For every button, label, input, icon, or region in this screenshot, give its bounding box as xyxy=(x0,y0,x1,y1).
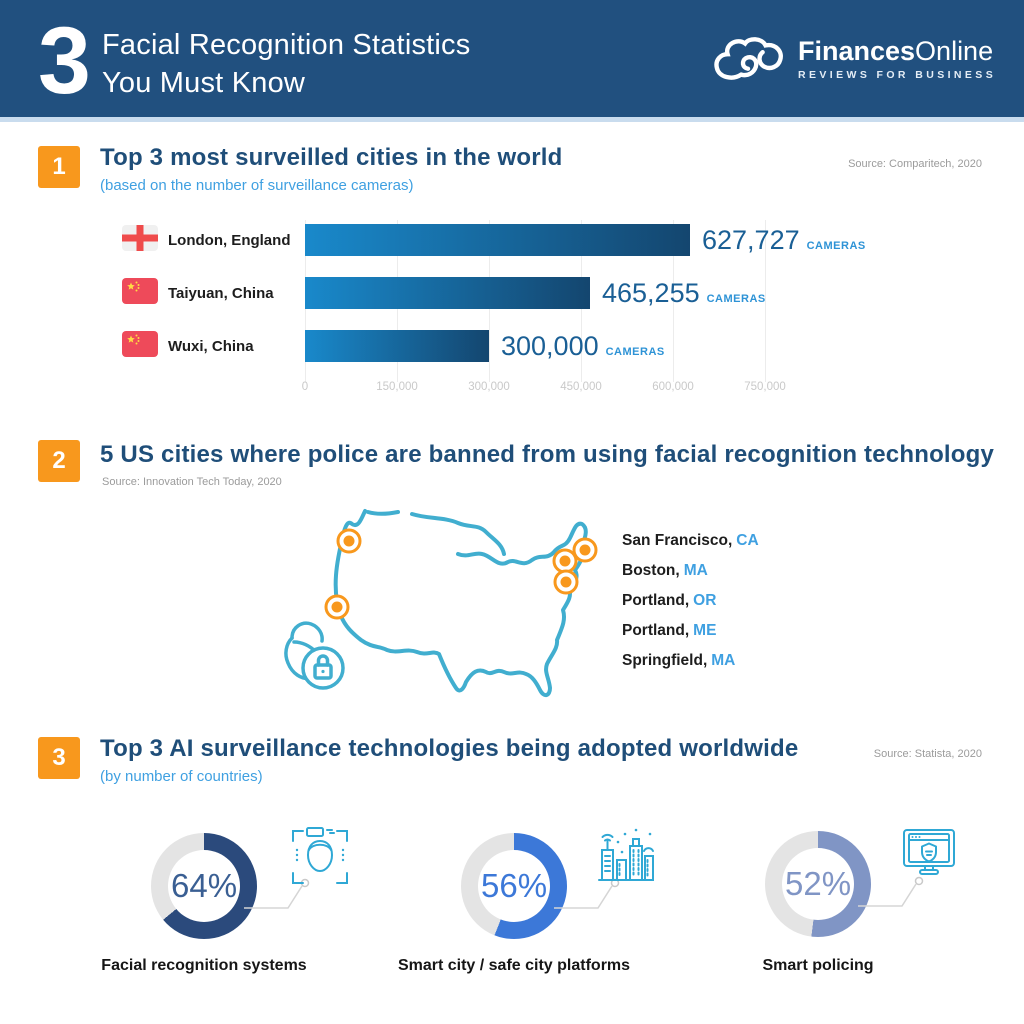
donut-label: Facial recognition systems xyxy=(101,957,307,974)
bar-value: 300,000 CAMERAS xyxy=(501,331,665,362)
section1-source: Source: Comparitech, 2020 xyxy=(848,158,982,170)
bar-value-number: 627,727 xyxy=(702,224,800,255)
section1-subtitle: (based on the number of surveillance cam… xyxy=(100,177,414,194)
brand-name: FinancesOnline xyxy=(798,36,996,66)
donut-chart-smart-policing: 52% xyxy=(765,831,871,937)
city-name: Portland, xyxy=(622,592,690,609)
city-state: OR xyxy=(693,592,717,609)
bar xyxy=(305,330,489,362)
face-privacy-lock-icon xyxy=(284,621,345,690)
city-name: Portland, xyxy=(622,622,690,639)
donut-label: Smart policing xyxy=(762,957,874,974)
list-item: San Francisco, CA xyxy=(622,532,759,562)
x-axis-tick: 300,000 xyxy=(468,381,510,393)
map-marker-portland-or xyxy=(336,528,362,554)
donut-label: Smart city / safe city platforms xyxy=(397,957,631,974)
list-item: Boston, MA xyxy=(622,562,759,592)
map-marker-portland-me xyxy=(572,537,598,563)
donut-percentage: 64% xyxy=(170,867,238,904)
section3-number-badge: 3 xyxy=(38,737,80,779)
page-title-line1: Facial Recognition Statistics xyxy=(102,29,471,61)
bar-value: 627,727 CAMERAS xyxy=(702,225,866,256)
smart-city-icon xyxy=(598,828,654,881)
donut-chart-facial-recognition: 64% xyxy=(151,833,257,939)
us-map-outline xyxy=(284,509,598,697)
bar xyxy=(305,277,590,309)
brand-name-light: Online xyxy=(915,36,994,66)
section2-number-badge: 2 xyxy=(38,440,80,482)
china-flag xyxy=(122,330,158,362)
list-item: Springfield, MA xyxy=(622,652,759,682)
city-name: Springfield, xyxy=(622,652,708,669)
bar-value-number: 465,255 xyxy=(602,277,700,308)
face-scan-icon xyxy=(292,827,348,884)
england-flag xyxy=(122,224,158,256)
page-title-line2: You Must Know xyxy=(102,67,306,99)
x-axis-tick: 450,000 xyxy=(560,381,602,393)
brand-logo: FinancesOnline REVIEWS FOR BUSINESS xyxy=(712,36,996,89)
x-axis-tick: 150,000 xyxy=(376,381,418,393)
section3-title: Top 3 AI surveillance technologies being… xyxy=(100,735,799,762)
city-state: MA xyxy=(711,652,736,669)
city-state: CA xyxy=(736,532,759,549)
brand-tagline: REVIEWS FOR BUSINESS xyxy=(798,69,997,81)
connector-line xyxy=(858,876,924,907)
city-state: ME xyxy=(693,622,717,639)
bar-category-label: Taiyuan, China xyxy=(168,284,274,302)
section3-source: Source: Statista, 2020 xyxy=(873,748,982,760)
smart-policing-icon xyxy=(903,829,955,875)
banned-cities-list: San Francisco, CA Boston, MA Portland, OR P… xyxy=(622,532,759,682)
bar-value-unit: CAMERAS xyxy=(605,345,665,358)
map-marker-boston xyxy=(552,548,578,574)
section1-title: Top 3 most surveilled cities in the worl… xyxy=(100,144,563,171)
china-flag xyxy=(122,277,158,309)
bar-value-unit: CAMERAS xyxy=(706,292,766,305)
bar-row: Taiyuan, China 465,255 CAMERAS xyxy=(122,277,766,309)
header-banner: 3 Facial Recognition Statistics You Must… xyxy=(0,0,1024,122)
bar-value-number: 300,000 xyxy=(501,330,599,361)
brand-text: FinancesOnline REVIEWS FOR BUSINESS xyxy=(798,36,996,81)
x-axis-tick: 750,000 xyxy=(744,381,786,393)
bar xyxy=(305,224,690,256)
list-item: Portland, OR xyxy=(622,592,759,622)
city-state: MA xyxy=(683,562,708,579)
bar-value: 465,255 CAMERAS xyxy=(602,278,766,309)
page-title: Facial Recognition Statistics You Must K… xyxy=(102,26,470,102)
donut-percentage: 52% xyxy=(784,865,852,902)
header-big-number: 3 xyxy=(38,8,91,114)
section2-title: 5 US cities where police are banned from… xyxy=(100,441,995,468)
bar-row: London, England 627,727 CAMERAS xyxy=(122,224,866,256)
cloud-logo-icon xyxy=(712,36,786,89)
city-name: Boston, xyxy=(622,562,680,579)
x-axis-tick: 0 xyxy=(301,381,309,393)
list-item: Portland, ME xyxy=(622,622,759,652)
donut-percentage: 56% xyxy=(480,867,548,904)
map-marker-san-francisco xyxy=(324,594,350,620)
bar-value-unit: CAMERAS xyxy=(806,239,866,252)
city-name: San Francisco, xyxy=(622,532,733,549)
x-axis-tick: 600,000 xyxy=(652,381,694,393)
bar-category-label: London, England xyxy=(168,231,291,249)
section1-number-badge: 1 xyxy=(38,146,80,188)
donut-chart-smart-city: 56% xyxy=(461,833,567,939)
map-marker-springfield xyxy=(553,569,579,595)
bar-category-label: Wuxi, China xyxy=(168,337,254,355)
section3-subtitle: (by number of countries) xyxy=(100,768,263,785)
bar-row: Wuxi, China 300,000 CAMERAS xyxy=(122,330,665,362)
brand-name-bold: Finances xyxy=(798,36,916,66)
section2-source: Source: Innovation Tech Today, 2020 xyxy=(102,476,282,488)
